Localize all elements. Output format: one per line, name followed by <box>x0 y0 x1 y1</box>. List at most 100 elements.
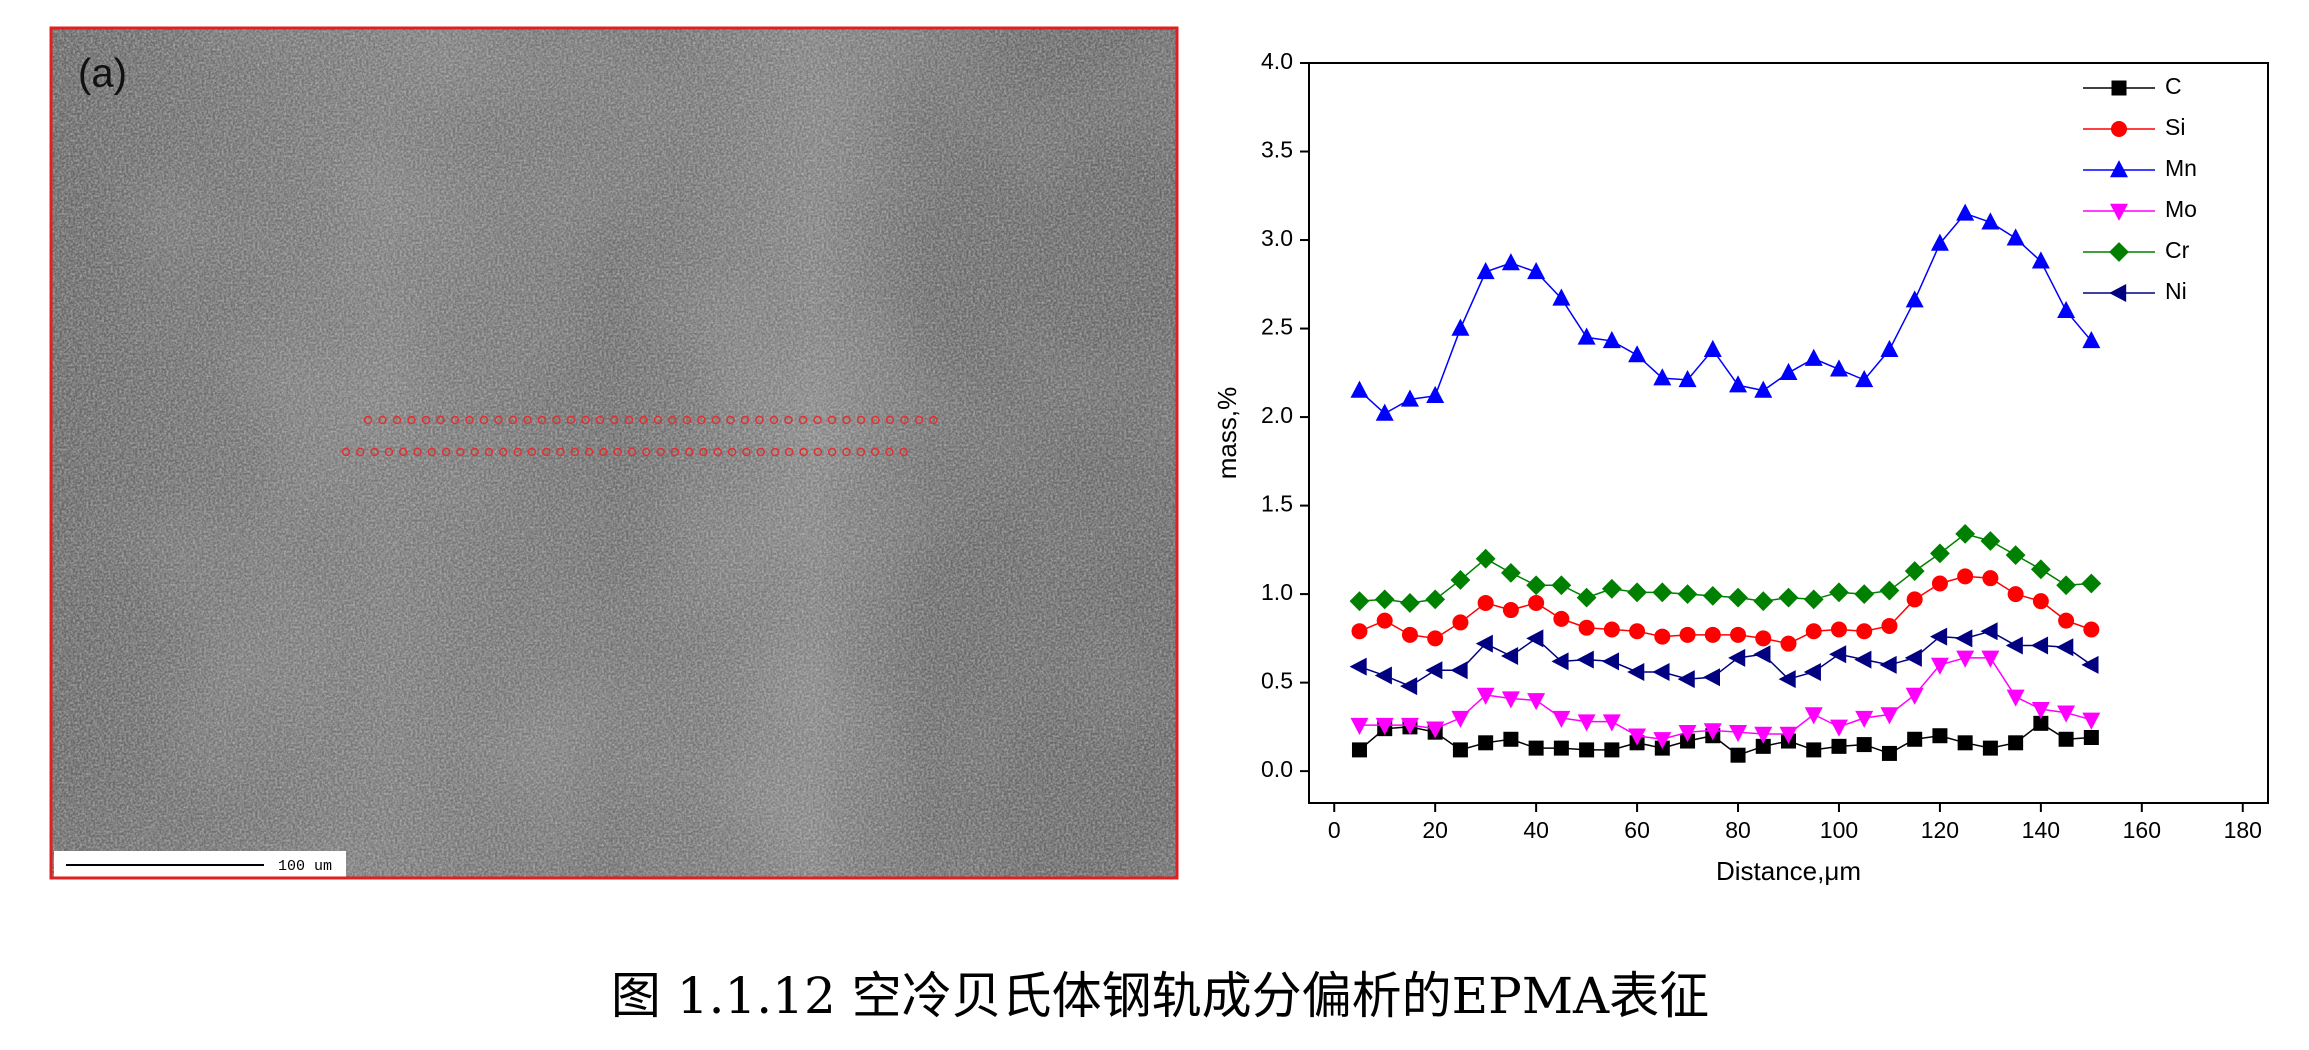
epma-point <box>556 447 565 457</box>
data-point <box>1904 561 1925 581</box>
epma-point <box>494 415 503 425</box>
data-point <box>1374 589 1395 610</box>
data-point <box>1803 662 1821 681</box>
data-point <box>1730 626 1747 643</box>
y-tick-label: 1.5 <box>1261 491 1293 517</box>
epma-point <box>684 447 694 457</box>
data-point <box>1728 587 1748 608</box>
epma-point <box>581 415 590 425</box>
data-point <box>1526 575 1547 596</box>
y-tick-label: 2.0 <box>1261 402 1293 428</box>
epma-point <box>711 415 721 425</box>
epma-point <box>813 415 822 425</box>
data-point <box>1427 630 1444 647</box>
epma-points <box>341 415 938 457</box>
data-point <box>1376 612 1393 629</box>
series <box>1349 622 2099 696</box>
data-point <box>2031 251 2050 269</box>
x-axis-label: Distance,μm <box>1716 856 1861 886</box>
y-tick-label: 2.5 <box>1261 314 1293 340</box>
data-point <box>1980 622 1998 641</box>
epma-point <box>842 447 851 457</box>
y-tick-label: 4.0 <box>1261 48 1293 74</box>
data-point <box>1426 385 1445 404</box>
data-point <box>1476 687 1495 705</box>
data-point <box>1500 647 1519 666</box>
data-point <box>2083 729 2099 745</box>
data-point <box>1475 634 1493 653</box>
data-point <box>2005 545 2026 566</box>
data-point <box>1880 707 1899 725</box>
series-line <box>1358 722 2092 757</box>
data-point <box>1829 645 1847 664</box>
data-point <box>1703 339 1722 357</box>
data-point <box>1778 587 1799 608</box>
data-point <box>2056 575 2077 596</box>
data-point <box>1856 623 1873 640</box>
series-line <box>1359 657 2092 741</box>
data-point <box>1477 594 1494 611</box>
epma-point <box>595 415 605 425</box>
data-point <box>1930 543 1950 564</box>
y-tick-label: 1.0 <box>1261 579 1293 605</box>
data-point <box>1906 591 1923 608</box>
data-point <box>1602 714 1621 732</box>
epma-point <box>392 415 402 425</box>
data-point <box>1856 737 1872 753</box>
data-point <box>1576 650 1594 669</box>
epma-point <box>537 415 547 425</box>
data-point <box>1425 661 1443 680</box>
data-point <box>2007 586 2024 603</box>
epma-point <box>899 447 908 457</box>
legend-label: Mn <box>2165 155 2197 181</box>
epma-point <box>699 447 708 457</box>
epma-point <box>465 415 474 425</box>
data-point <box>1450 661 1468 680</box>
epma-point <box>356 447 365 457</box>
data-point <box>1904 648 1922 667</box>
epma-point <box>856 415 866 425</box>
data-point <box>1729 724 1748 743</box>
epma-point <box>914 415 924 425</box>
data-point <box>2006 689 2025 707</box>
data-point <box>1981 212 2000 230</box>
x-tick-label: 120 <box>1921 817 1959 843</box>
data-point <box>1553 740 1569 756</box>
data-point <box>2030 559 2051 580</box>
epma-point <box>799 447 808 457</box>
data-point <box>1930 233 1949 251</box>
legend-marker <box>2109 284 2127 302</box>
data-point <box>2057 300 2076 319</box>
data-point <box>1982 740 1998 756</box>
data-point <box>1577 327 1596 345</box>
x-tick-label: 0 <box>1328 817 1341 843</box>
data-point <box>1653 732 1672 750</box>
epma-point <box>885 415 895 425</box>
data-point <box>1602 331 1621 349</box>
epma-point <box>484 447 494 457</box>
epma-point <box>436 415 445 425</box>
data-point <box>1500 562 1521 583</box>
epma-point <box>610 415 619 425</box>
data-point <box>1780 635 1797 652</box>
data-point <box>1528 740 1544 756</box>
epma-point <box>450 415 460 425</box>
data-point <box>1601 652 1620 671</box>
epma-point <box>421 415 431 425</box>
data-point <box>1476 261 1495 280</box>
epma-point <box>639 415 648 425</box>
data-point <box>1879 580 1900 601</box>
epma-point <box>769 415 779 425</box>
data-point <box>1755 630 1772 647</box>
data-point <box>1678 369 1697 388</box>
data-point <box>1579 742 1595 758</box>
epma-point <box>813 447 823 457</box>
data-point <box>1703 723 1722 741</box>
x-tick-label: 100 <box>1820 817 1858 843</box>
series-line <box>1359 630 2092 688</box>
epma-point <box>697 415 706 425</box>
x-tick-label: 80 <box>1725 817 1751 843</box>
data-point <box>1526 629 1544 648</box>
data-point <box>1829 719 1848 737</box>
y-tick-label: 3.5 <box>1261 137 1293 163</box>
